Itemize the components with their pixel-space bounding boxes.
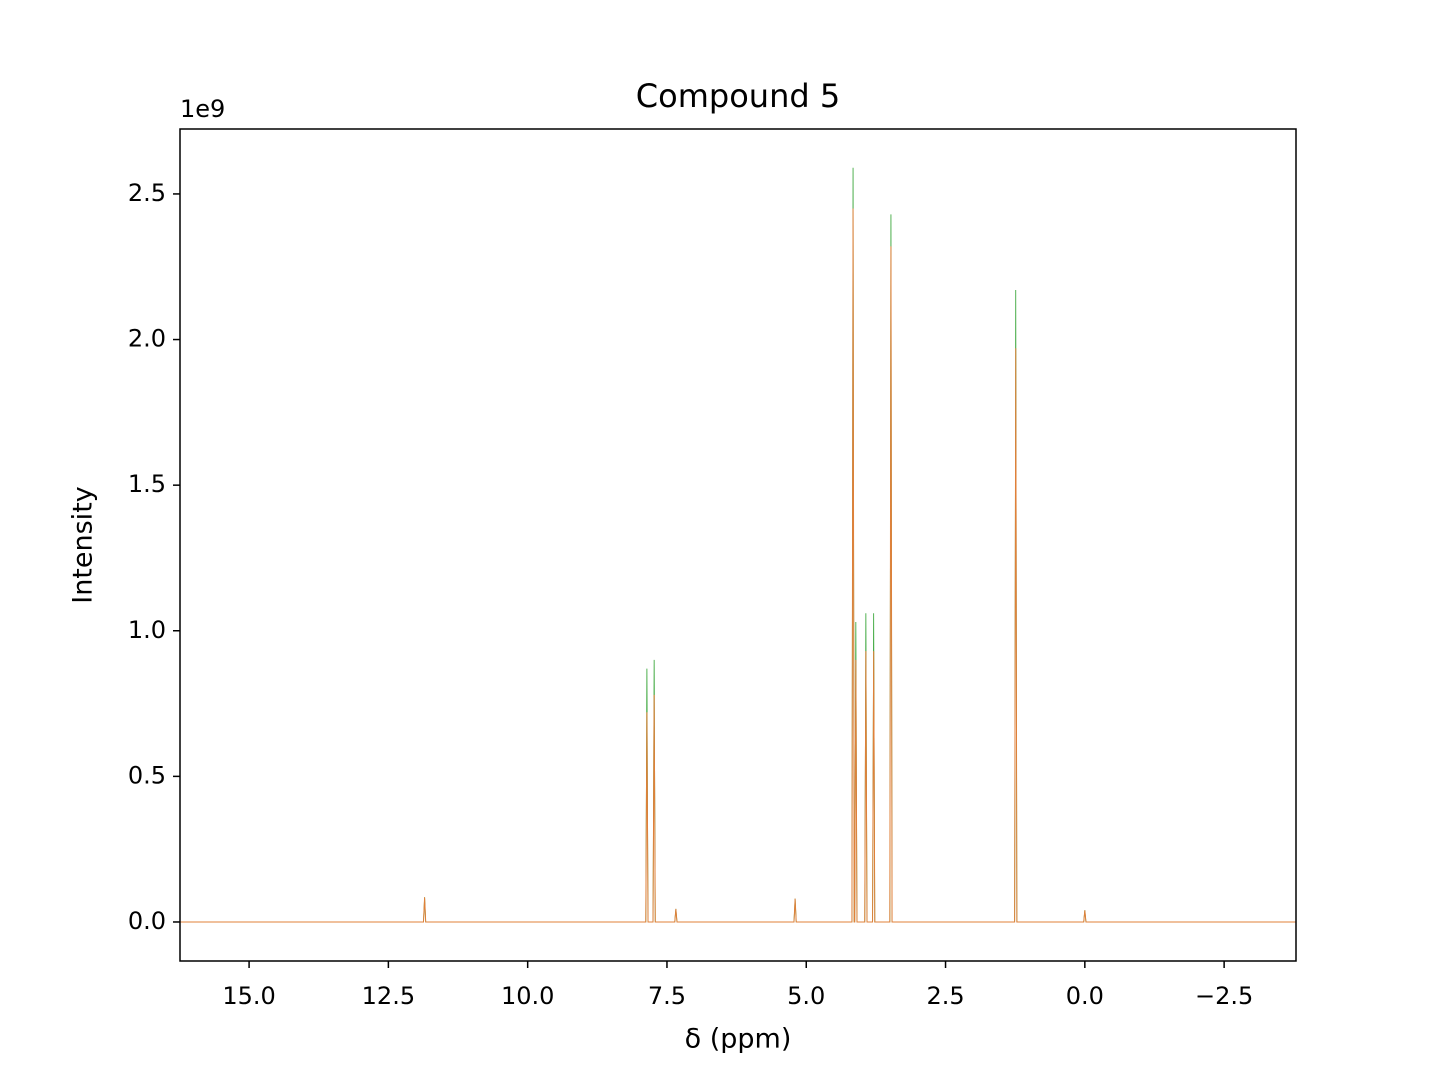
y-tick-label: 2.0	[128, 325, 166, 353]
y-tick-label: 0.5	[128, 761, 166, 789]
x-tick-label: 5.0	[787, 982, 825, 1010]
x-axis-label: δ (ppm)	[685, 1024, 792, 1055]
y-tick-label: 0.0	[128, 907, 166, 935]
spectrum-line	[180, 208, 1296, 923]
y-tick-label: 2.5	[128, 179, 166, 207]
x-tick-label: 7.5	[648, 982, 686, 1010]
x-tick-label: 15.0	[222, 982, 275, 1010]
x-tick-label: 10.0	[501, 982, 554, 1010]
x-tick-label: −2.5	[1195, 982, 1253, 1010]
plot-frame	[179, 128, 1297, 962]
x-tick-label: 2.5	[926, 982, 964, 1010]
y-tick-label: 1.5	[128, 470, 166, 498]
y-offset-label: 1e9	[180, 95, 225, 123]
y-axis-label: Intensity	[68, 486, 99, 604]
x-tick-label: 0.0	[1066, 982, 1104, 1010]
y-tick-label: 1.0	[128, 616, 166, 644]
x-tick-label: 12.5	[362, 982, 415, 1010]
chart-title: Compound 5	[636, 77, 840, 115]
